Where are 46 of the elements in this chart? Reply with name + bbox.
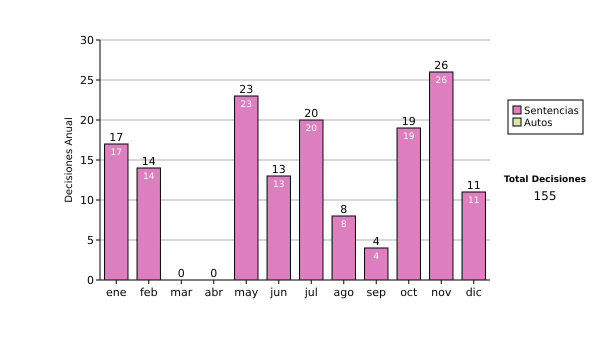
x-tick-label: jun (269, 286, 288, 299)
x-tick-label: ago (334, 286, 354, 299)
y-tick-label: 5 (87, 234, 94, 247)
x-tick-label: ene (106, 286, 127, 299)
y-tick-label: 25 (80, 74, 94, 87)
x-tick-label: abr (204, 286, 224, 299)
x-tick-label: may (234, 286, 259, 299)
text: 155 (534, 189, 556, 203)
total-label: 13 (272, 163, 286, 176)
total-label: 20 (304, 107, 318, 120)
data-label: 19 (403, 132, 415, 142)
total-label: 11 (466, 179, 481, 192)
x-tick-label: feb (140, 286, 158, 299)
total-label: 23 (239, 83, 254, 96)
x-tick-label: dic (466, 286, 482, 299)
total-label: 0 (178, 267, 185, 280)
x-tick-label: sep (366, 286, 386, 299)
data-label: 20 (306, 124, 318, 134)
x-tick-label: nov (431, 286, 452, 299)
data-label: 14 (143, 172, 155, 182)
y-tick-label: 10 (80, 194, 94, 207)
data-label: 26 (436, 76, 448, 86)
data-label: 4 (373, 252, 380, 262)
total-label: 19 (402, 115, 416, 128)
y-tick-label: 15 (80, 154, 94, 167)
data-label: 13 (273, 180, 284, 190)
text: Total Decisiones (504, 175, 586, 185)
total-label: 4 (372, 235, 380, 248)
total-label: 8 (340, 203, 348, 216)
total-label: 14 (142, 155, 156, 168)
x-tick-label: mar (170, 286, 193, 299)
y-axis-title: Decisiones Anual (64, 117, 75, 203)
legend-label: Sentencias (524, 106, 579, 117)
total-label: 17 (109, 131, 124, 144)
y-tick-label: 0 (87, 274, 94, 287)
y-tick-label: 30 (80, 34, 94, 47)
x-tick-label: jul (304, 286, 318, 299)
data-label: 17 (110, 148, 122, 158)
data-label: 23 (240, 100, 252, 110)
total-label: 26 (434, 59, 448, 72)
total-label: 0 (210, 267, 218, 280)
y-tick-label: 20 (80, 114, 94, 127)
data-label: 11 (468, 196, 480, 206)
legend-label: Autos (524, 118, 552, 129)
x-tick-label: oct (400, 286, 418, 299)
data-label: 8 (340, 220, 347, 230)
